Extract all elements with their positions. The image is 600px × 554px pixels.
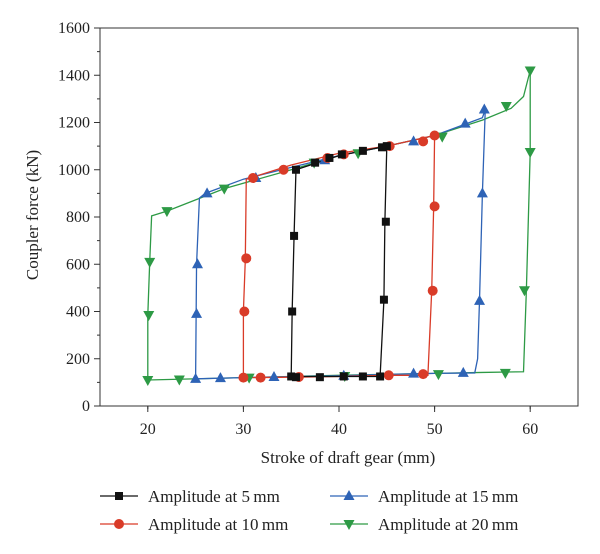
data-point <box>408 367 420 378</box>
data-point <box>143 311 155 322</box>
data-point <box>379 295 388 304</box>
data-point <box>315 373 324 382</box>
data-point <box>432 370 444 381</box>
y-tick-label: 1400 <box>58 67 90 84</box>
legend-marker <box>114 519 124 529</box>
plot-frame <box>99 27 579 407</box>
data-point <box>499 368 511 379</box>
series-markers-1 <box>287 142 391 382</box>
y-tick-label: 400 <box>66 304 90 321</box>
y-tick-label: 1600 <box>58 20 90 37</box>
data-point <box>500 101 512 112</box>
data-point <box>376 372 385 381</box>
y-tick-label: 1200 <box>58 115 90 132</box>
data-point <box>241 253 252 264</box>
data-point <box>239 306 250 317</box>
legend-marker <box>115 492 123 500</box>
legend-label: Amplitude at 15 mm <box>378 487 518 506</box>
data-point <box>382 142 391 151</box>
data-point <box>339 372 348 381</box>
legend-label: Amplitude at 5 mm <box>148 487 280 506</box>
data-point <box>291 165 300 174</box>
data-point <box>144 257 156 268</box>
data-point <box>247 173 258 184</box>
data-point <box>418 369 429 380</box>
data-point <box>429 130 440 141</box>
series-line <box>290 145 388 378</box>
series-line <box>147 70 531 381</box>
data-point <box>288 307 297 316</box>
y-tick-label: 200 <box>66 351 90 368</box>
y-axis-label: Coupler force (kN) <box>23 150 42 280</box>
legend-item: Amplitude at 10 mm <box>100 515 288 534</box>
data-point <box>408 135 420 146</box>
data-point <box>142 376 154 387</box>
legend-marker <box>343 520 355 530</box>
data-point <box>474 294 486 305</box>
series-markers-3 <box>190 103 490 383</box>
data-point <box>191 307 203 318</box>
legend-label: Amplitude at 20 mm <box>378 515 518 534</box>
x-axis-label: Stroke of draft gear (mm) <box>261 448 436 467</box>
legend-marker <box>343 490 355 500</box>
data-point <box>201 187 213 198</box>
x-tick-label: 30 <box>235 421 251 438</box>
series-markers-2 <box>238 130 440 383</box>
data-point <box>290 231 299 240</box>
data-point <box>524 66 536 77</box>
data-point <box>358 372 367 381</box>
data-point <box>173 375 185 386</box>
y-tick-label: 600 <box>66 256 90 273</box>
data-point <box>325 153 334 162</box>
data-point <box>524 148 536 159</box>
data-point <box>418 136 429 147</box>
data-point <box>218 184 230 195</box>
data-point <box>378 143 387 152</box>
data-point <box>311 158 320 167</box>
data-point <box>476 187 488 198</box>
legend-item: Amplitude at 5 mm <box>100 487 280 506</box>
x-tick-label: 60 <box>522 421 538 438</box>
data-point <box>192 258 204 269</box>
series-line <box>194 109 486 380</box>
legend-item: Amplitude at 20 mm <box>330 515 518 534</box>
data-point <box>214 372 226 383</box>
data-point <box>457 366 469 377</box>
legend-label: Amplitude at 10 mm <box>148 515 288 534</box>
series-1 <box>290 145 388 378</box>
legend-item: Amplitude at 15 mm <box>330 487 518 506</box>
series-markers-4 <box>142 66 536 387</box>
data-point <box>358 146 367 155</box>
series-3 <box>194 109 486 380</box>
data-point <box>278 164 289 175</box>
x-tick-label: 40 <box>331 421 347 438</box>
data-point <box>291 373 300 382</box>
data-point <box>459 117 471 128</box>
data-point <box>190 372 202 383</box>
data-point <box>337 150 346 159</box>
y-tick-label: 0 <box>82 398 90 415</box>
data-point <box>238 372 249 383</box>
data-point <box>381 217 390 226</box>
x-tick-label: 50 <box>427 421 443 438</box>
y-tick-label: 800 <box>66 209 90 226</box>
data-point <box>427 285 438 296</box>
series-4 <box>147 70 531 381</box>
plot-area <box>142 66 536 387</box>
legend: Amplitude at 5 mm Amplitude at 15 mm Ampli… <box>100 487 518 534</box>
data-point <box>518 286 530 297</box>
data-point <box>268 370 280 381</box>
x-tick-label: 20 <box>140 421 156 438</box>
y-tick-label: 1000 <box>58 162 90 179</box>
data-point <box>287 372 296 381</box>
data-point <box>255 372 266 383</box>
data-point <box>161 207 173 218</box>
data-point <box>478 103 490 114</box>
data-point <box>383 370 394 381</box>
data-point <box>429 201 440 212</box>
